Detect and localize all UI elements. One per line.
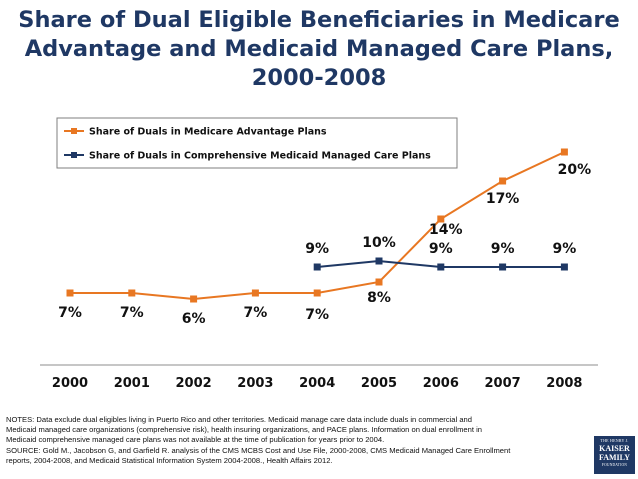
data-point: [313, 263, 321, 271]
logo-text: FOUNDATION: [601, 463, 628, 467]
legend-entry: Share of Duals in Comprehensive Medicaid…: [89, 151, 431, 162]
data-label: 7%: [305, 307, 329, 323]
legend-entry: Share of Duals in Medicare Advantage Pla…: [89, 127, 327, 138]
chart-title-line: Share of Dual Eligible Beneficiaries in …: [18, 7, 620, 33]
notes-line: Medicaid comprehensive managed care plan…: [6, 435, 385, 445]
chart-title-line: Advantage and Medicaid Managed Care Plan…: [24, 36, 614, 62]
chart-title: Share of Dual Eligible Beneficiaries in …: [0, 6, 638, 93]
data-point: [251, 289, 259, 297]
x-tick-label: 2003: [237, 376, 273, 391]
notes-line: NOTES: Data exclude dual eligibles livin…: [6, 415, 472, 424]
data-point: [375, 257, 383, 265]
source-line: SOURCE: Gold M., Jacobson G, and Garfiel…: [6, 445, 511, 455]
legend-swatch-marker: [71, 152, 77, 158]
data-label: 9%: [305, 241, 329, 257]
logo-text: FAMILY: [598, 453, 631, 462]
chart-title-line: 2000-2008: [251, 65, 387, 91]
x-tick-label: 2000: [52, 376, 88, 391]
data-label: 20%: [558, 162, 592, 178]
data-label: 9%: [491, 241, 515, 257]
kaiser-family-foundation-logo: THE HENRY J. KAISER FAMILY FOUNDATION: [594, 436, 635, 474]
data-point: [437, 263, 445, 271]
logo-text: KAISER: [599, 444, 630, 453]
data-point: [560, 148, 568, 156]
data-label: 9%: [553, 241, 577, 257]
notes-and-source: NOTES: Data exclude dual eligibles livin…: [6, 415, 586, 466]
data-point: [375, 278, 383, 286]
data-point: [499, 177, 507, 185]
data-labels: 7% 7% 6% 7% 7% 8% 14% 17% 20% 9% 10% 9% 9% 9%: [58, 162, 591, 327]
data-label: 8%: [367, 290, 391, 306]
data-label: 7%: [58, 305, 82, 321]
data-point: [437, 215, 445, 223]
logo-text: THE HENRY J.: [600, 438, 629, 443]
data-label: 10%: [362, 235, 396, 251]
x-tick-label: 2002: [176, 376, 212, 391]
data-point: [128, 289, 136, 297]
data-point: [313, 289, 321, 297]
x-tick-label: 2005: [361, 376, 397, 391]
data-point: [560, 263, 568, 271]
data-point: [190, 295, 198, 303]
series-group: [66, 148, 568, 303]
data-label: 17%: [486, 191, 520, 207]
x-axis: 2000 2001 2002 2003 2004 2005 2006 2007 2008: [40, 364, 598, 391]
x-tick-label: 2001: [114, 376, 150, 391]
data-label: 9%: [429, 241, 453, 257]
x-tick-label: 2006: [423, 376, 459, 391]
legend: Share of Duals in Medicare Advantage Pla…: [56, 117, 458, 169]
source-line: reports, 2004-2008, and Medicaid Statist…: [6, 455, 333, 465]
data-label: 6%: [182, 311, 206, 327]
x-tick-label: 2007: [485, 376, 521, 391]
data-label: 7%: [120, 305, 144, 321]
notes-line: Medicaid managed care organizations (com…: [6, 425, 482, 435]
data-point: [499, 263, 507, 271]
x-tick-label: 2008: [546, 376, 582, 391]
legend-swatch-marker: [71, 128, 77, 134]
data-point: [66, 289, 74, 297]
x-tick-label: 2004: [299, 376, 335, 391]
data-label: 7%: [244, 305, 268, 321]
legend-box: [56, 117, 458, 169]
series-line: [70, 151, 565, 301]
data-label: 14%: [429, 222, 463, 238]
